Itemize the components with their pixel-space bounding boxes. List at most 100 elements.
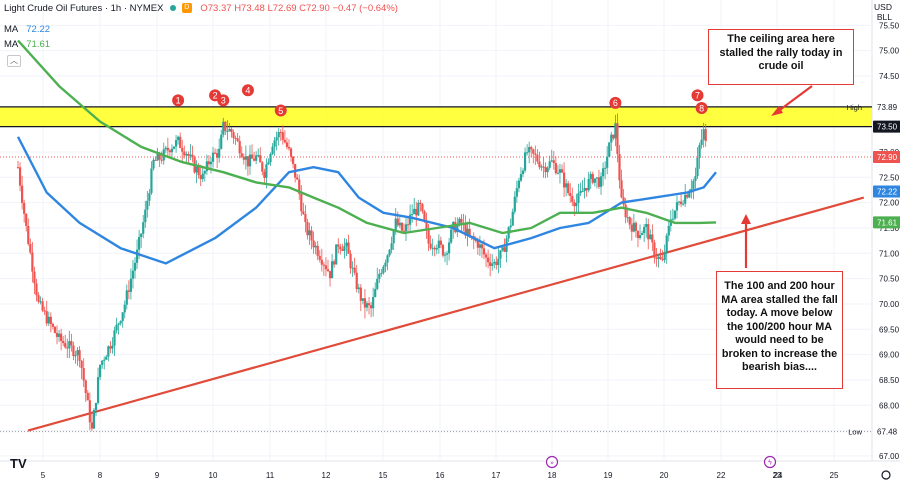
candle-body — [567, 183, 570, 194]
candle-body — [201, 173, 204, 180]
candle-body — [222, 121, 225, 135]
y-tick-label: 75.00 — [879, 47, 900, 56]
candle-body — [554, 163, 557, 174]
candle-body — [655, 257, 658, 259]
candle-body — [448, 242, 451, 254]
marker-label: 8 — [699, 103, 704, 113]
y-tick-label: 69.50 — [879, 325, 900, 334]
candle-body — [677, 201, 681, 203]
candle-body — [281, 132, 284, 140]
ohlc-open: O73.37 — [200, 3, 232, 14]
candle-body — [189, 154, 192, 156]
candle-body — [593, 178, 596, 183]
candle-body — [369, 305, 373, 309]
candle-body — [700, 139, 703, 146]
candle-body — [16, 167, 20, 169]
currency-label[interactable]: USD BLL — [874, 2, 892, 22]
x-tick-label: 25 — [830, 471, 839, 480]
flash-event-icon — [763, 455, 777, 469]
x-tick-label: 12 — [322, 471, 331, 480]
support-trendline — [27, 196, 865, 432]
candle-body — [156, 153, 159, 161]
x-tick-label: 19 — [604, 471, 613, 480]
candle-body — [396, 218, 399, 226]
candle-body — [503, 247, 506, 252]
candle-body — [62, 340, 65, 344]
candle-body — [682, 203, 685, 205]
candle-body — [174, 140, 178, 147]
candle-body — [312, 240, 315, 248]
candle-body — [47, 316, 50, 324]
x-tick-label: 8 — [98, 471, 103, 480]
candle-body — [152, 159, 155, 169]
candle-body — [177, 136, 180, 141]
y-tick-label: 67.00 — [879, 452, 900, 461]
candle-body — [511, 211, 514, 226]
candle-body — [638, 235, 642, 239]
price-label-box — [873, 151, 900, 164]
candle-body — [115, 324, 118, 331]
candle-body — [445, 253, 449, 255]
candle-body — [105, 356, 108, 360]
indicator-value: 72.22 — [26, 24, 51, 35]
y-tick-label: 72.00 — [879, 199, 900, 208]
candle-body — [224, 121, 227, 132]
candle-body — [226, 131, 229, 133]
currency-unit: USD — [874, 2, 892, 12]
candle-body — [23, 202, 26, 214]
price-label-box — [873, 216, 900, 229]
indicator-legend-ma-200[interactable]: MA 71.61 — [4, 39, 50, 50]
candle-body — [661, 258, 664, 260]
candle-body — [84, 380, 87, 394]
candle-body — [57, 333, 61, 337]
y-tick-label: 70.50 — [879, 275, 900, 284]
indicator-label: MA — [4, 24, 19, 35]
candle-body — [456, 224, 459, 233]
y-tick-label: 75.50 — [879, 21, 900, 30]
candle-body — [248, 154, 252, 167]
candle-body — [18, 167, 22, 186]
ohlc-high: H73.48 — [234, 3, 265, 14]
candle-body — [187, 153, 190, 156]
x-tick-label: 22 — [717, 471, 726, 480]
marker-circle — [274, 104, 287, 117]
candle-body — [575, 202, 578, 207]
candle-body — [140, 233, 143, 237]
arrow-head-ma — [741, 214, 751, 224]
candle-body — [337, 244, 340, 247]
marker-label: 3 — [221, 96, 226, 106]
flash-icon-glyph: ϟ — [768, 460, 772, 467]
candle-body — [80, 360, 83, 369]
candle-body — [523, 152, 527, 171]
settings-gear-icon — [881, 470, 891, 480]
candle-body — [306, 222, 309, 236]
candle-body — [339, 246, 342, 250]
marker-label: 1 — [176, 96, 181, 106]
candle-body — [228, 129, 231, 132]
candle-body — [347, 242, 350, 254]
candle-body — [466, 228, 469, 236]
candle-body — [544, 167, 547, 173]
candle-body — [626, 217, 629, 219]
price-label-box — [873, 120, 900, 133]
candle-body — [191, 154, 194, 158]
marker-label: 5 — [278, 106, 283, 116]
candle-body — [454, 221, 457, 233]
candle-body — [150, 168, 153, 194]
candle-body — [27, 225, 30, 244]
candle-body — [643, 226, 646, 234]
symbol-title[interactable]: Light Crude Oil Futures · 1h · NYMEX — [4, 3, 164, 14]
candle-body — [679, 201, 683, 205]
candle-body — [92, 409, 96, 429]
candle-body — [326, 269, 330, 272]
candle-body — [671, 218, 674, 220]
candle-body — [144, 209, 147, 223]
price-label-box — [873, 185, 900, 198]
marker-circle — [691, 89, 704, 102]
candle-body — [88, 400, 91, 423]
collapse-legend-icon[interactable]: ︿ — [7, 55, 21, 67]
indicator-legend-ma-100[interactable]: MA 72.22 — [4, 24, 50, 35]
candle-body — [158, 153, 161, 160]
